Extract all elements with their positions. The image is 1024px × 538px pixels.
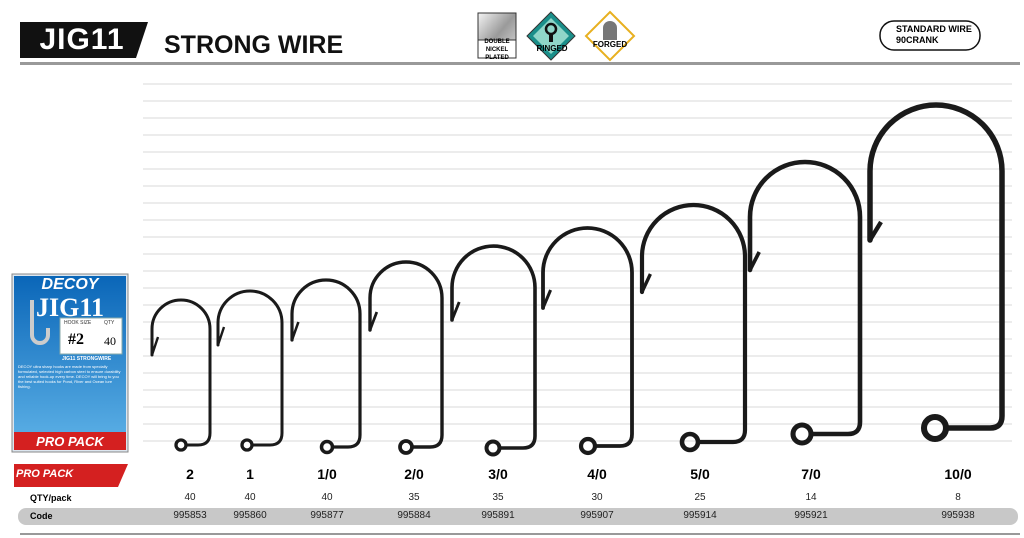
package-name: JIG11 STRONGWIRE <box>62 356 112 362</box>
package-label <box>59 317 123 355</box>
hook-barb <box>290 321 300 341</box>
wire-line: STANDARD WIRE <box>896 24 972 34</box>
hook <box>639 202 748 445</box>
code-cell: 995853 <box>173 510 207 521</box>
background-lines <box>143 83 1012 442</box>
package-description: DECOY ultra sharp hooks are made from sp… <box>18 364 121 389</box>
hook-eye <box>578 436 598 456</box>
hook <box>290 278 362 449</box>
hook-eye <box>484 439 502 457</box>
hook-size: 1/0 <box>317 466 337 482</box>
hook-eye <box>240 438 254 452</box>
code-cell: 995921 <box>794 510 828 521</box>
hook-barb <box>216 326 226 346</box>
hook-eye <box>398 439 414 455</box>
package-banner <box>14 432 126 450</box>
ringed-label: RINGED <box>536 44 568 53</box>
qty-cell: 30 <box>591 492 603 503</box>
forged-label: FORGED <box>592 40 628 49</box>
package-model: JIG11 <box>36 293 104 322</box>
code-row-label: Code <box>30 511 53 521</box>
qty-row-label: QTY/pack <box>30 493 72 503</box>
hook-size: 3/0 <box>488 466 508 482</box>
model-tab: JIG11 <box>39 23 125 56</box>
qty-cell: 8 <box>955 492 961 503</box>
package-banner-text: PRO PACK <box>36 434 104 449</box>
header-tab <box>20 22 148 58</box>
hook-barb <box>368 311 379 331</box>
hook <box>216 289 284 447</box>
hook-eye <box>174 438 188 452</box>
hook-barb <box>150 336 160 356</box>
forged-icon <box>603 21 617 40</box>
code-cell: 995877 <box>310 510 344 521</box>
plating-label: DOUBLE NICKEL PLATED <box>484 39 510 61</box>
footer-rule <box>20 533 1020 535</box>
hook-barb <box>748 251 761 271</box>
qty-cell: 35 <box>492 492 504 503</box>
package-hook <box>30 300 50 345</box>
hook-size: 1 <box>246 466 254 482</box>
hook-barb <box>868 220 883 242</box>
hook-size: 2/0 <box>404 466 424 482</box>
hook-eye <box>679 431 701 453</box>
wire-info: STANDARD WIRE 90CRANK <box>882 24 978 46</box>
ring-icon-shank <box>549 33 553 42</box>
hook-eye <box>319 439 335 455</box>
package-qty-label: QTY <box>104 320 115 326</box>
qty-cell: 40 <box>184 492 196 503</box>
package-size: #2 <box>68 331 84 348</box>
wire-line: 90CRANK <box>896 35 939 45</box>
hook <box>747 159 863 437</box>
package-brand: DECOY <box>41 276 99 293</box>
wire-pill <box>879 20 981 51</box>
code-cell: 995914 <box>683 510 717 521</box>
plating-label-box <box>477 39 517 59</box>
hook-eye <box>920 413 950 443</box>
hook <box>541 226 634 448</box>
hook-barb <box>640 273 652 293</box>
pro-pack-tag <box>14 464 128 487</box>
qty-cell: 35 <box>408 492 420 503</box>
hook-barb <box>450 301 461 321</box>
hook-size: 4/0 <box>587 466 607 482</box>
code-cell: 995884 <box>397 510 431 521</box>
header-rule <box>20 62 1020 65</box>
hook-size: 7/0 <box>801 466 821 482</box>
hook <box>368 260 444 449</box>
code-cell: 995891 <box>481 510 515 521</box>
hook-eye <box>790 422 814 446</box>
code-cell: 995860 <box>233 510 267 521</box>
hook <box>450 244 537 450</box>
package-qty: 40 <box>104 334 116 348</box>
title: STRONG WIRE <box>164 31 344 59</box>
pro-pack: PRO PACK <box>16 468 74 480</box>
package-size-label: HOOK SIZE <box>64 320 92 326</box>
hook-barb <box>541 289 553 309</box>
hook <box>150 298 212 447</box>
hook <box>867 102 1005 431</box>
code-cell: 995938 <box>941 510 975 521</box>
hook-size: 10/0 <box>944 466 972 482</box>
hook-size: 2 <box>186 466 194 482</box>
qty-cell: 40 <box>244 492 256 503</box>
qty-cell: 14 <box>805 492 817 503</box>
hook-size: 5/0 <box>690 466 710 482</box>
qty-cell: 40 <box>321 492 333 503</box>
code-cell: 995907 <box>580 510 614 521</box>
qty-cell: 25 <box>694 492 706 503</box>
code-row-band <box>18 508 1018 525</box>
hooks <box>150 102 1005 457</box>
